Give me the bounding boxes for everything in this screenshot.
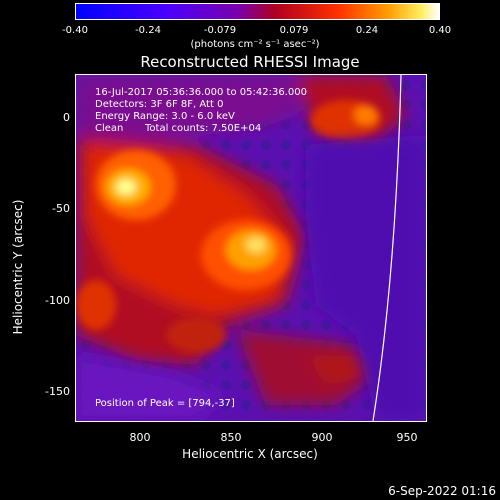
y-tick-label: -50: [52, 202, 70, 215]
colorbar-tick: -0.40: [62, 25, 88, 36]
y-tick-label: -100: [45, 294, 70, 307]
colorbar-gradient: [76, 4, 439, 19]
peak-position-text: Position of Peak = [794,-37]: [95, 398, 235, 409]
clean-text: Clean: [95, 123, 124, 134]
timestamp: 6-Sep-2022 01:16: [388, 484, 496, 498]
x-axis-label: Heliocentric X (arcsec): [182, 447, 318, 461]
rhessi-image: [76, 75, 426, 421]
colorbar-tick: 0.40: [428, 25, 452, 36]
emission-core: [76, 100, 381, 353]
colorbar-unit-label: (photons cm⁻² s⁻¹ asec⁻²): [190, 39, 320, 50]
x-tick-label: 850: [220, 431, 242, 444]
energy-range-text: Energy Range: 3.0 - 6.0 keV: [95, 111, 235, 122]
colorbar: [75, 3, 440, 20]
x-tick-label: 800: [129, 431, 151, 444]
y-axis-label: Heliocentric Y (arcsec): [11, 199, 25, 335]
total-counts-text: Total counts: 7.50E+04: [145, 123, 262, 134]
x-tick-label: 950: [396, 431, 418, 444]
time-range-text: 16-Jul-2017 05:36:36.000 to 05:42:36.000: [95, 87, 307, 98]
y-tick-label: -150: [45, 385, 70, 398]
colorbar-tick: -0.079: [203, 25, 237, 36]
x-tick-label: 900: [311, 431, 333, 444]
colorbar-tick: 0.079: [279, 25, 309, 36]
y-tick-label: 0: [63, 111, 70, 124]
solar-limb: [372, 75, 402, 421]
colorbar-tick: -0.24: [135, 25, 161, 36]
image-title: Reconstructed RHESSI Image: [140, 53, 360, 71]
colorbar-tick: 0.24: [355, 25, 379, 36]
detectors-text: Detectors: 3F 6F 8F, Att 0: [95, 99, 224, 110]
image-plot: [75, 74, 427, 422]
